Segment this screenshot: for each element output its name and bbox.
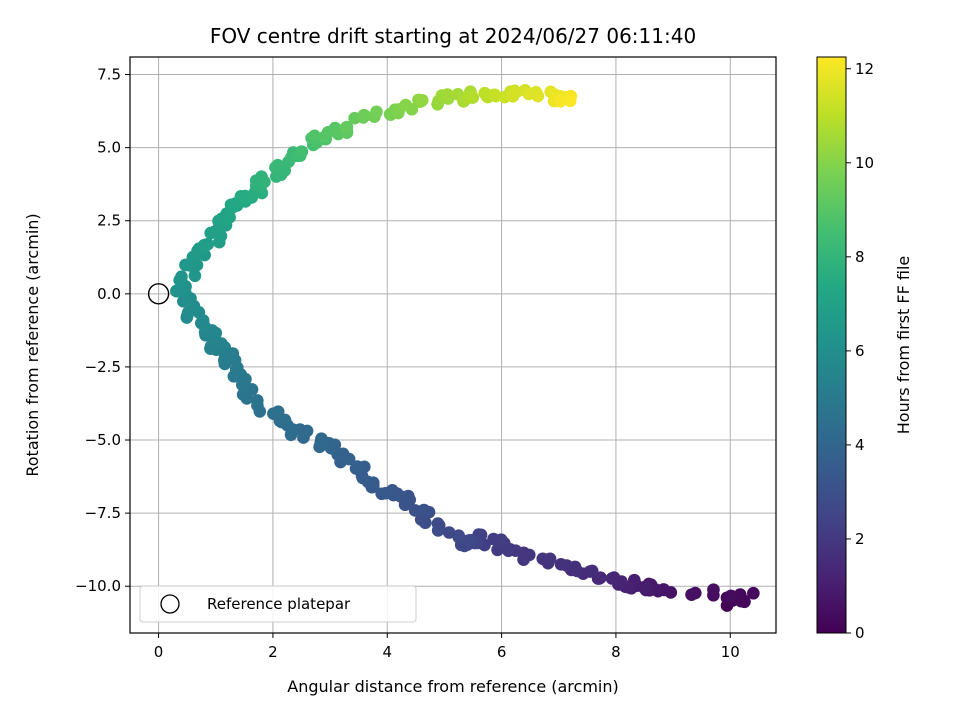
- legend-marker-open-circle: [160, 594, 180, 614]
- data-point: [271, 158, 285, 172]
- data-point: [441, 88, 454, 101]
- data-point: [531, 89, 545, 103]
- data-point: [707, 583, 720, 597]
- data-point: [563, 94, 577, 108]
- colorbar-gradient: [816, 56, 847, 634]
- data-point: [431, 517, 445, 530]
- colorbar-tick-label: 0: [855, 624, 865, 642]
- scatter-points: [170, 83, 760, 612]
- colorbar-ticks: 0 2 4 6 8 10 12: [846, 60, 874, 642]
- legend-label-reference-platepar: Reference platepar: [207, 595, 351, 613]
- data-point: [583, 565, 597, 578]
- colorbar-tick-label: 2: [855, 530, 865, 548]
- x-tick-label: 4: [382, 643, 392, 661]
- colorbar: 0 2 4 6 8 10 12 Hours from first FF file: [816, 56, 913, 642]
- x-axis-label: Angular distance from reference (arcmin): [287, 677, 618, 696]
- data-point: [379, 486, 393, 500]
- x-axis: 0 2 4 6 8 10: [154, 633, 740, 661]
- x-tick-label: 2: [268, 643, 278, 661]
- data-point: [267, 407, 280, 420]
- y-tick-label: −7.5: [85, 504, 121, 522]
- data-point: [315, 432, 328, 446]
- data-point: [197, 238, 211, 252]
- reference-platepar-group: [147, 283, 170, 305]
- colorbar-tick-label: 10: [855, 154, 874, 172]
- data-point: [238, 189, 252, 203]
- data-point: [417, 503, 431, 517]
- data-point: [747, 586, 760, 600]
- x-tick-label: 8: [611, 643, 621, 661]
- data-point: [506, 90, 520, 103]
- y-tick-label: −10.0: [75, 577, 121, 595]
- y-tick-label: 2.5: [97, 212, 121, 230]
- data-point: [442, 526, 456, 539]
- data-point: [452, 530, 466, 544]
- legend: Reference platepar: [139, 585, 417, 623]
- data-point: [399, 98, 412, 112]
- data-point: [251, 394, 264, 407]
- data-point: [605, 572, 619, 585]
- colorbar-tick-label: 12: [855, 60, 874, 78]
- data-point: [308, 129, 321, 143]
- data-point: [465, 89, 479, 103]
- data-point: [339, 121, 353, 134]
- data-point: [554, 95, 567, 108]
- reference-platepar-marker: [147, 283, 170, 305]
- data-point: [560, 559, 573, 572]
- data-point: [350, 460, 364, 473]
- y-axis: 7.5 5.0 2.5 0.0 −2.5 −5.0 −7.5 −10.0: [75, 66, 130, 595]
- data-point: [357, 108, 371, 122]
- y-tick-label: −2.5: [85, 358, 121, 376]
- data-point: [258, 175, 271, 189]
- x-tick-label: 0: [154, 643, 164, 661]
- data-point: [685, 588, 698, 601]
- y-tick-label: 0.0: [97, 285, 121, 303]
- data-point: [223, 211, 236, 224]
- y-tick-label: 5.0: [97, 139, 121, 157]
- data-point: [536, 552, 550, 566]
- data-point: [370, 105, 383, 119]
- colorbar-label: Hours from first FF file: [894, 256, 913, 435]
- plot-frame: [129, 56, 777, 634]
- y-axis-label: Rotation from reference (arcmin): [23, 213, 42, 476]
- x-tick-label: 10: [721, 643, 740, 661]
- data-point: [464, 533, 477, 547]
- colorbar-tick-label: 4: [855, 436, 865, 454]
- y-tick-label: 7.5: [97, 66, 121, 84]
- data-point: [286, 423, 300, 436]
- data-point: [204, 226, 217, 240]
- data-point: [415, 93, 429, 107]
- legend-box: [139, 585, 417, 623]
- data-point: [295, 145, 309, 158]
- x-tick-label: 6: [497, 643, 507, 661]
- data-point: [188, 269, 202, 283]
- colorbar-tick-label: 8: [855, 248, 865, 266]
- data-point: [342, 452, 356, 466]
- data-point: [214, 229, 228, 243]
- data-point: [175, 270, 188, 283]
- data-point: [724, 589, 738, 603]
- data-point: [487, 532, 500, 546]
- colorbar-tick-label: 6: [855, 342, 865, 360]
- y-tick-label: −5.0: [85, 431, 121, 449]
- chart-title: FOV centre drift starting at 2024/06/27 …: [210, 24, 696, 48]
- data-point: [236, 388, 250, 401]
